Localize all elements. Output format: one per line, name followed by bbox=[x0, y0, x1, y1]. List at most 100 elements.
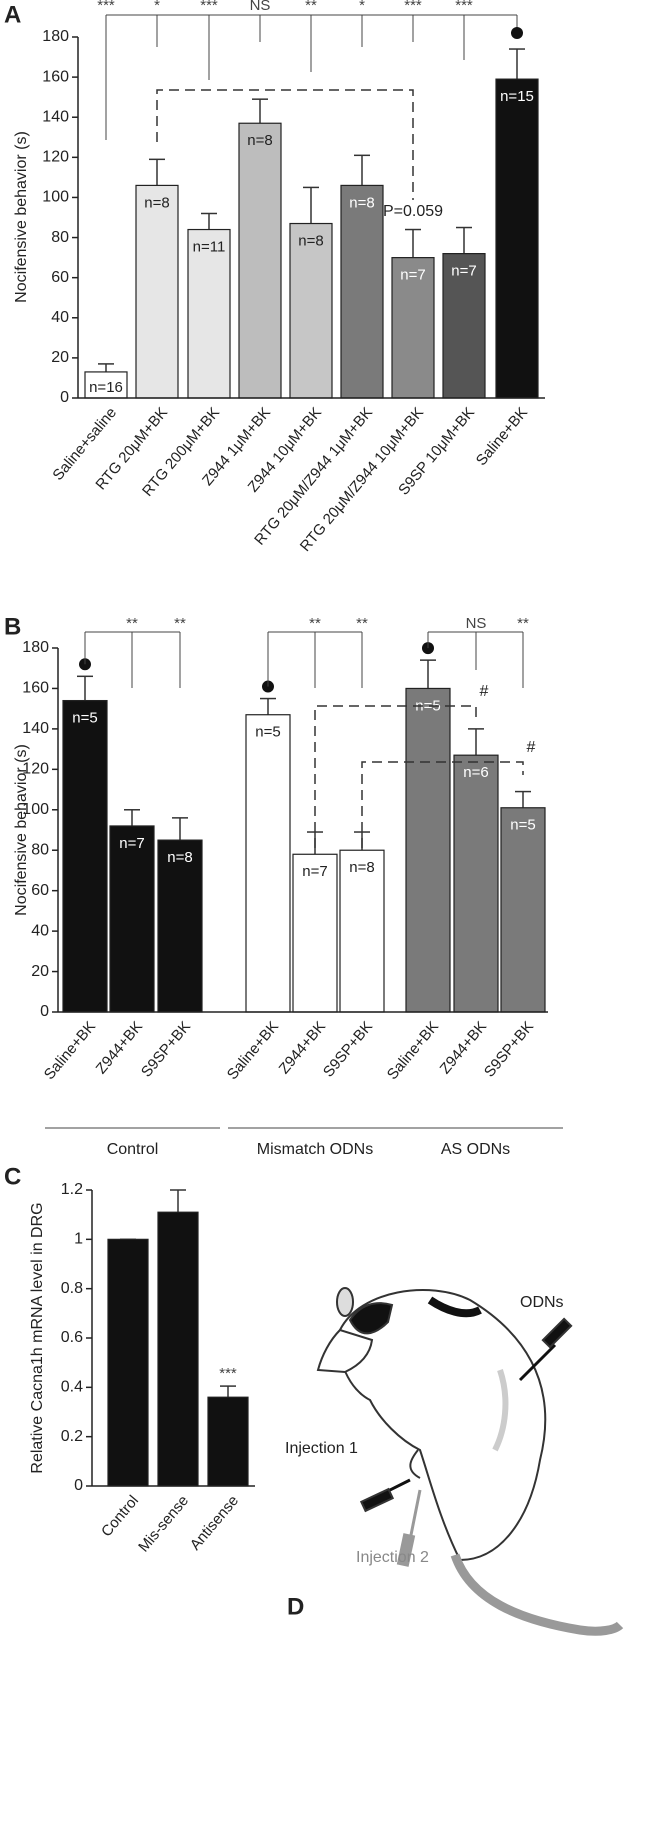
significance: *** bbox=[200, 0, 218, 14]
dashed-bracket bbox=[361, 761, 524, 848]
n-label: n=5 bbox=[415, 697, 440, 714]
y-tick-label: 1 bbox=[74, 1231, 83, 1248]
y-tick-label: 40 bbox=[31, 922, 49, 939]
n-label: n=7 bbox=[119, 835, 144, 852]
n-label: n=8 bbox=[349, 194, 374, 211]
y-tick-label: 180 bbox=[42, 28, 69, 45]
x-tick-label: Mis-sense bbox=[135, 1492, 192, 1555]
significance: * bbox=[154, 0, 160, 14]
y-tick-label: 0 bbox=[40, 1003, 49, 1020]
y-tick-label: 80 bbox=[51, 229, 69, 246]
y-tick-label: 0 bbox=[74, 1477, 83, 1494]
group-label: Control bbox=[107, 1141, 159, 1158]
x-tick-label: Saline+BK bbox=[41, 1018, 99, 1083]
y-tick-label: 120 bbox=[42, 149, 69, 166]
bar bbox=[135, 184, 179, 399]
bar bbox=[245, 714, 291, 1013]
panel-label: D bbox=[287, 1593, 304, 1620]
y-tick-label: 20 bbox=[31, 963, 49, 980]
y-tick-label: 0.8 bbox=[61, 1280, 83, 1297]
y-tick-label: 40 bbox=[51, 309, 69, 326]
y-tick-label: 20 bbox=[51, 349, 69, 366]
bar bbox=[340, 184, 384, 399]
n-label: n=11 bbox=[193, 239, 226, 256]
y-tick-label: 1.2 bbox=[61, 1181, 83, 1198]
y-tick-label: 160 bbox=[42, 68, 69, 85]
bar bbox=[157, 839, 203, 1013]
bar bbox=[107, 1238, 149, 1487]
y-tick-label: 0 bbox=[60, 389, 69, 406]
x-tick-label: Control bbox=[98, 1492, 142, 1540]
bar bbox=[339, 849, 385, 1013]
bar bbox=[391, 257, 435, 399]
x-tick-label: Saline+BK bbox=[384, 1018, 442, 1083]
reference-dot bbox=[511, 27, 523, 39]
bar bbox=[495, 78, 539, 399]
n-label: n=5 bbox=[255, 724, 280, 741]
y-tick-label: 140 bbox=[42, 108, 69, 125]
significance: ** bbox=[356, 615, 368, 632]
n-label: n=5 bbox=[72, 710, 97, 727]
significance: * bbox=[359, 0, 365, 14]
dashed-bracket bbox=[156, 89, 414, 200]
group-label: AS ODNs bbox=[441, 1141, 510, 1158]
y-tick-label: 120 bbox=[22, 761, 49, 778]
y-tick-label: 0.4 bbox=[61, 1379, 83, 1396]
bar bbox=[84, 371, 128, 399]
n-label: n=8 bbox=[298, 232, 323, 249]
n-label: n=8 bbox=[167, 849, 192, 866]
illustration-rat bbox=[316, 1287, 624, 1636]
significance: *** bbox=[455, 0, 473, 14]
group-label: Mismatch ODNs bbox=[257, 1141, 373, 1158]
y-tick-label: 160 bbox=[22, 680, 49, 697]
bar bbox=[62, 699, 108, 1013]
significance: NS bbox=[466, 615, 487, 632]
comparison-mark: # bbox=[527, 739, 536, 756]
bar bbox=[157, 1211, 199, 1487]
illustration-label: ODNs bbox=[520, 1294, 564, 1311]
bar bbox=[292, 853, 338, 1013]
bar bbox=[109, 825, 155, 1013]
significance: ** bbox=[517, 615, 529, 632]
significance: ** bbox=[126, 615, 138, 632]
bar bbox=[207, 1396, 249, 1487]
y-tick-label: 0.6 bbox=[61, 1329, 83, 1346]
x-tick-label: Antisense bbox=[187, 1492, 242, 1553]
n-label: n=7 bbox=[302, 863, 327, 880]
bar bbox=[442, 253, 486, 399]
illustration-label: Injection 2 bbox=[356, 1549, 429, 1566]
significance: *** bbox=[404, 0, 422, 14]
x-tick-label: S9SP+BK bbox=[481, 1018, 537, 1080]
n-label: n=7 bbox=[451, 263, 476, 280]
comparison-mark: # bbox=[480, 683, 489, 700]
n-label: n=8 bbox=[247, 132, 272, 149]
x-tick-label: S9SP+BK bbox=[320, 1018, 376, 1080]
y-tick-label: 140 bbox=[22, 720, 49, 737]
y-tick-label: 180 bbox=[22, 639, 49, 656]
x-tick-label: Saline+BK bbox=[473, 404, 531, 469]
bar bbox=[238, 122, 282, 399]
significance: ** bbox=[305, 0, 317, 14]
y-tick-label: 60 bbox=[51, 269, 69, 286]
panel-label: A bbox=[4, 1, 21, 28]
y-axis-label: Nocifensive behavior (s) bbox=[13, 131, 30, 303]
y-axis-label: Nocifensive behavior (s) bbox=[13, 744, 30, 916]
y-tick-label: 60 bbox=[31, 882, 49, 899]
y-axis-label: Relative Cacna1h mRNA level in DRG bbox=[29, 1202, 46, 1473]
bar bbox=[187, 228, 231, 399]
n-label: n=5 bbox=[510, 817, 535, 834]
significance: ** bbox=[174, 615, 186, 632]
significance: *** bbox=[219, 1365, 237, 1382]
panel-label: C bbox=[4, 1163, 21, 1190]
y-tick-label: 0.2 bbox=[61, 1428, 83, 1445]
bar bbox=[453, 754, 499, 1013]
significance: ** bbox=[309, 615, 321, 632]
x-tick-label: S9SP+BK bbox=[138, 1018, 194, 1080]
y-tick-label: 100 bbox=[42, 189, 69, 206]
dashed-bracket bbox=[314, 705, 477, 848]
x-tick-label: Saline+BK bbox=[224, 1018, 282, 1083]
bar bbox=[405, 687, 451, 1013]
significance: NS bbox=[250, 0, 271, 14]
n-label: n=7 bbox=[400, 267, 425, 284]
